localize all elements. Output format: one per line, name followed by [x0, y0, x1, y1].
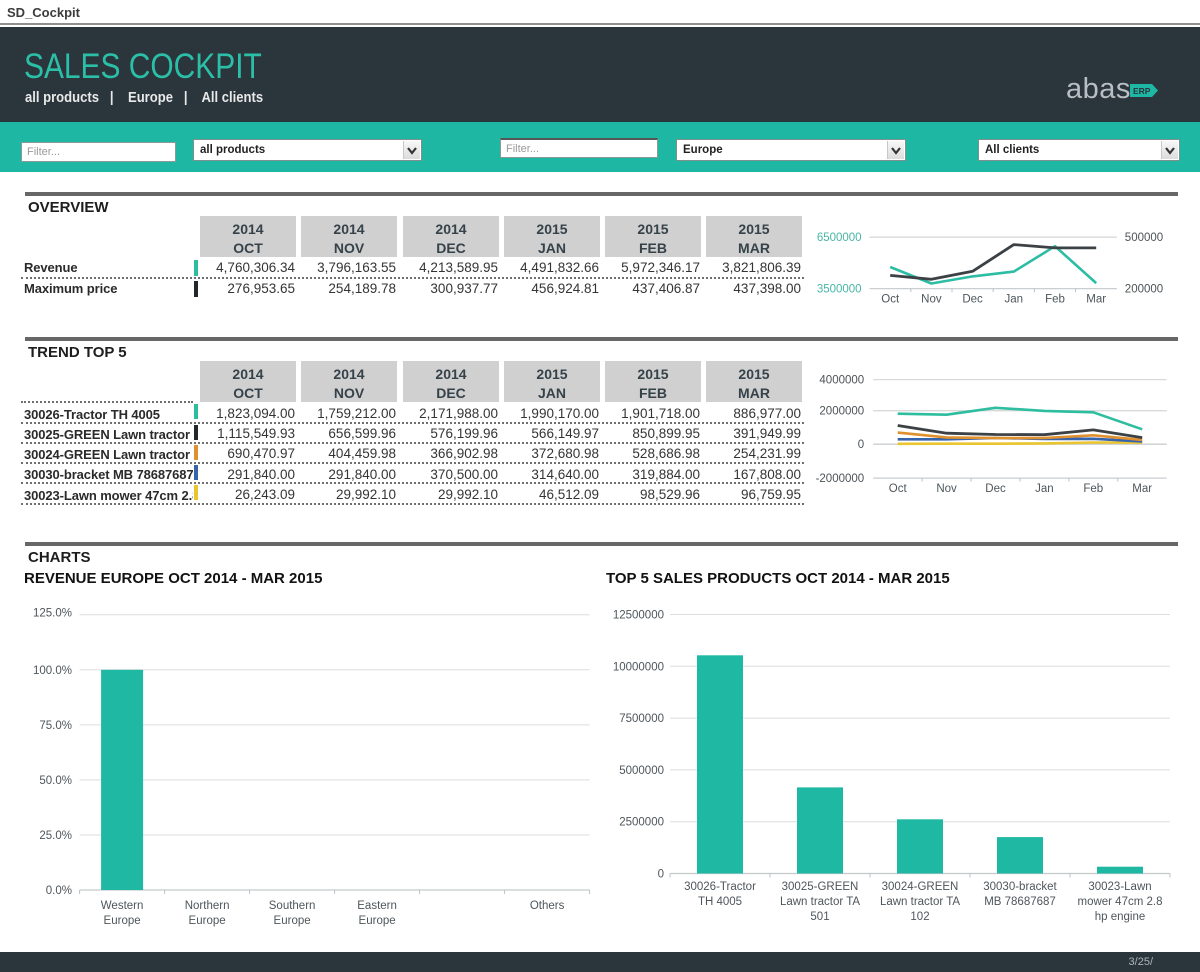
svg-text:500000: 500000 — [1125, 232, 1163, 244]
svg-text:3500000: 3500000 — [817, 284, 862, 296]
svg-text:4000000: 4000000 — [819, 375, 864, 387]
svg-text:200000: 200000 — [1125, 284, 1163, 296]
svg-text:0: 0 — [858, 439, 864, 451]
svg-text:30025-GREEN: 30025-GREEN — [782, 881, 859, 893]
svg-text:2000000: 2000000 — [819, 406, 864, 418]
svg-text:75.0%: 75.0% — [39, 720, 72, 732]
svg-text:Southern: Southern — [269, 900, 316, 912]
svg-text:50.0%: 50.0% — [39, 775, 72, 787]
svg-text:6500000: 6500000 — [817, 232, 862, 244]
svg-text:Eastern: Eastern — [357, 900, 397, 912]
svg-text:MB 78687687: MB 78687687 — [984, 896, 1056, 908]
svg-text:0.0%: 0.0% — [46, 885, 72, 897]
svg-text:Europe: Europe — [274, 915, 311, 927]
svg-text:0: 0 — [658, 869, 664, 881]
svg-text:Europe: Europe — [189, 915, 226, 927]
svg-text:Dec: Dec — [985, 483, 1006, 495]
svg-text:25.0%: 25.0% — [39, 830, 72, 842]
svg-text:12500000: 12500000 — [613, 610, 664, 622]
svg-text:Feb: Feb — [1045, 294, 1065, 306]
svg-text:Jan: Jan — [1035, 483, 1054, 495]
svg-text:Dec: Dec — [962, 294, 983, 306]
svg-text:125.0%: 125.0% — [33, 608, 72, 620]
svg-text:Europe: Europe — [359, 915, 396, 927]
svg-text:ERP: ERP — [1133, 86, 1151, 96]
svg-text:Oct: Oct — [881, 294, 900, 306]
svg-text:Lawn tractor TA: Lawn tractor TA — [880, 896, 960, 908]
svg-text:30030-bracket: 30030-bracket — [983, 881, 1057, 893]
svg-text:Oct: Oct — [889, 483, 908, 495]
svg-text:Feb: Feb — [1083, 483, 1103, 495]
svg-text:501: 501 — [810, 911, 829, 923]
svg-text:Others: Others — [530, 900, 565, 912]
svg-text:102: 102 — [910, 911, 929, 923]
svg-text:Nov: Nov — [921, 294, 942, 306]
svg-text:mower 47cm 2.8: mower 47cm 2.8 — [1077, 896, 1162, 908]
svg-text:abas: abas — [1066, 73, 1131, 105]
svg-text:5000000: 5000000 — [619, 765, 664, 777]
svg-text:hp engine: hp engine — [1095, 911, 1146, 923]
svg-text:30023-Lawn: 30023-Lawn — [1088, 881, 1151, 893]
svg-text:30024-GREEN: 30024-GREEN — [882, 881, 959, 893]
svg-text:Northern: Northern — [185, 900, 230, 912]
svg-text:Western: Western — [101, 900, 144, 912]
svg-text:TH 4005: TH 4005 — [698, 896, 742, 908]
svg-text:10000000: 10000000 — [613, 661, 664, 673]
svg-text:Lawn tractor TA: Lawn tractor TA — [780, 896, 860, 908]
svg-text:Mar: Mar — [1086, 294, 1106, 306]
svg-text:30026-Tractor: 30026-Tractor — [684, 881, 756, 893]
svg-text:100.0%: 100.0% — [33, 665, 72, 677]
svg-text:Nov: Nov — [936, 483, 957, 495]
svg-text:Europe: Europe — [104, 915, 141, 927]
svg-text:7500000: 7500000 — [619, 713, 664, 725]
svg-text:Jan: Jan — [1005, 294, 1024, 306]
svg-text:-2000000: -2000000 — [816, 473, 865, 485]
svg-text:Mar: Mar — [1132, 483, 1152, 495]
svg-text:2500000: 2500000 — [619, 817, 664, 829]
